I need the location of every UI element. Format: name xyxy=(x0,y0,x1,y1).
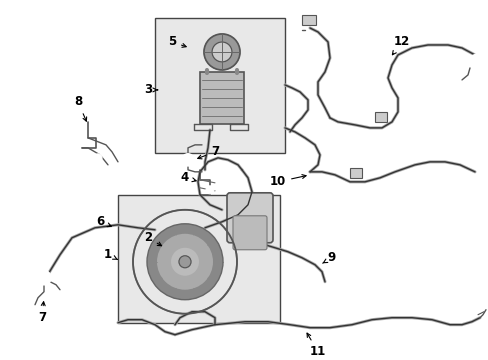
Bar xyxy=(302,15,315,25)
Text: 10: 10 xyxy=(269,175,305,188)
Text: 6: 6 xyxy=(96,215,111,228)
Circle shape xyxy=(147,224,223,300)
FancyBboxPatch shape xyxy=(232,216,266,250)
Text: 12: 12 xyxy=(391,36,409,55)
Bar xyxy=(155,18,285,153)
Bar xyxy=(118,195,280,323)
FancyBboxPatch shape xyxy=(226,193,272,243)
Text: 3: 3 xyxy=(143,84,157,96)
Circle shape xyxy=(171,248,199,276)
Circle shape xyxy=(37,271,51,285)
Text: 7: 7 xyxy=(197,145,219,159)
Bar xyxy=(374,112,386,122)
Circle shape xyxy=(157,234,213,290)
Text: 9: 9 xyxy=(322,251,335,264)
Text: 7: 7 xyxy=(38,302,46,324)
Circle shape xyxy=(94,154,102,162)
Text: 8: 8 xyxy=(74,95,86,121)
Text: 5: 5 xyxy=(167,36,186,49)
Bar xyxy=(200,72,244,124)
Circle shape xyxy=(203,34,240,70)
Text: 2: 2 xyxy=(143,231,161,246)
Circle shape xyxy=(182,154,194,166)
Circle shape xyxy=(179,256,191,268)
Circle shape xyxy=(205,186,214,194)
Text: 4: 4 xyxy=(181,171,196,184)
Bar xyxy=(349,168,361,178)
Circle shape xyxy=(469,54,485,70)
Text: 1: 1 xyxy=(104,248,117,261)
Circle shape xyxy=(212,42,231,62)
Text: 11: 11 xyxy=(306,333,325,358)
